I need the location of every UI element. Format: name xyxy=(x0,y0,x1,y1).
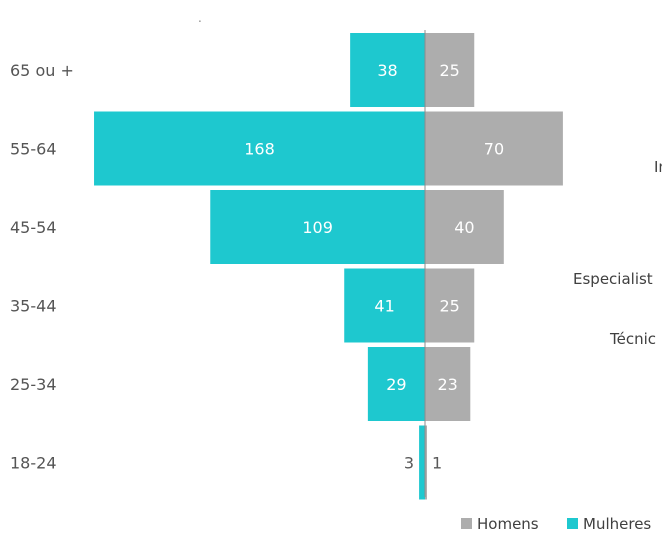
tick-label-45-54: 45-54 xyxy=(10,218,57,237)
bar-homens-25-34 xyxy=(425,347,471,421)
data-label-homens-18-24: 1 xyxy=(432,454,442,473)
tick-label-65-ou: 65 ou + xyxy=(10,61,74,80)
tick-label-25-34: 25-34 xyxy=(10,375,57,394)
bar-homens-55-64 xyxy=(425,111,563,186)
data-label-mulheres-65-ou: 38 xyxy=(377,61,397,80)
data-label-homens-55-64: 70 xyxy=(484,140,504,159)
data-label-homens-25-34: 23 xyxy=(437,375,457,394)
tick-label-35-44: 35-44 xyxy=(10,297,57,316)
data-label-mulheres-25-34: 29 xyxy=(386,375,406,394)
data-label-mulheres-45-54: 109 xyxy=(302,218,333,237)
data-label-mulheres-55-64: 168 xyxy=(244,140,275,159)
bar-mulheres-45-54 xyxy=(210,190,425,264)
bar-mulheres-55-64 xyxy=(94,111,425,186)
data-label-homens-35-44: 25 xyxy=(439,297,459,316)
clipped-label-3: Técnic xyxy=(609,330,656,348)
clipped-label-1: In xyxy=(654,158,662,176)
legend-label-homens: Homens xyxy=(477,515,539,533)
data-label-mulheres-18-24: 3 xyxy=(404,454,414,473)
legend-swatch-homens xyxy=(461,518,472,529)
stray-mark: . xyxy=(198,11,202,25)
bar-mulheres-35-44 xyxy=(344,268,425,343)
data-label-homens-45-54: 40 xyxy=(454,218,474,237)
tick-label-55-64: 55-64 xyxy=(10,140,57,159)
tick-label-18-24: 18-24 xyxy=(10,454,57,473)
bar-mulheres-18-24 xyxy=(419,425,425,500)
bars-group xyxy=(94,33,563,500)
bar-homens-18-24 xyxy=(425,425,427,500)
category-axis: 65 ou + 55-64 45-54 35-44 25-34 18-24 xyxy=(10,61,74,473)
bar-mulheres-65-ou xyxy=(350,33,425,107)
data-label-homens-65-ou: 25 xyxy=(439,61,459,80)
bar-homens-35-44 xyxy=(425,268,475,343)
bar-homens-65-ou xyxy=(425,33,475,107)
clipped-label-2: Especialist xyxy=(573,270,653,288)
data-label-mulheres-35-44: 41 xyxy=(374,297,394,316)
bar-mulheres-25-34 xyxy=(367,347,425,421)
legend: Homens Mulheres xyxy=(461,515,651,533)
legend-swatch-mulheres xyxy=(567,518,578,529)
bar-labels-group: 38 25 168 70 109 40 41 25 29 23 3 1 xyxy=(244,61,504,473)
bar-homens-45-54 xyxy=(425,190,504,264)
legend-label-mulheres: Mulheres xyxy=(583,515,651,533)
